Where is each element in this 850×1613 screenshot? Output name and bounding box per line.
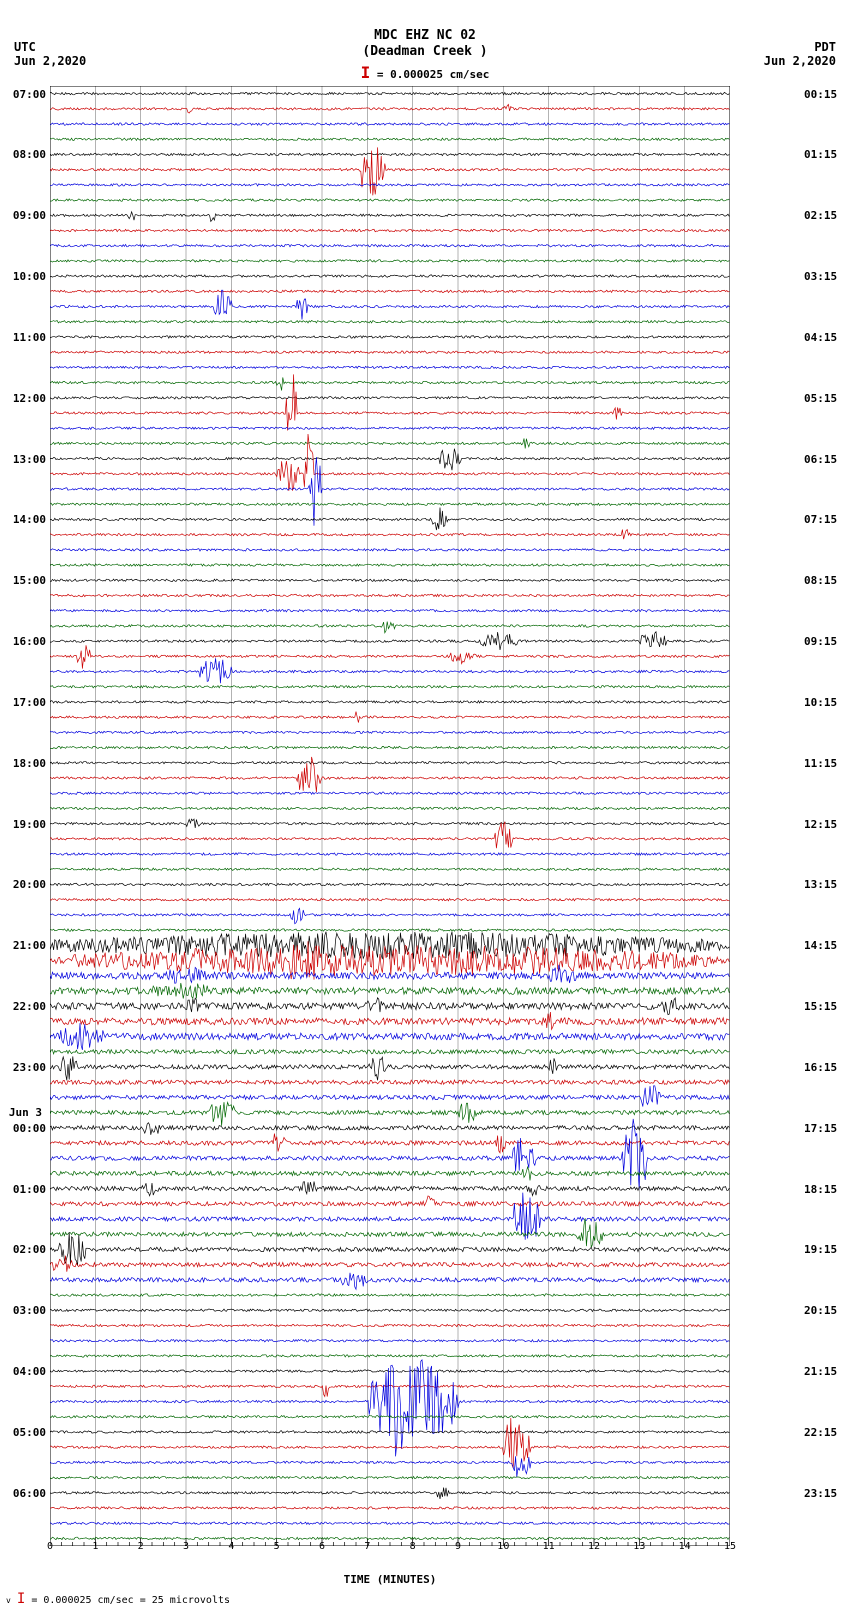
utc-date: Jun 2,2020 <box>14 54 86 68</box>
utc-hour-label: 02:00 <box>13 1243 46 1256</box>
pdt-hour-label: 10:15 <box>804 696 837 709</box>
pdt-hour-label: 11:15 <box>804 757 837 770</box>
pdt-date: Jun 2,2020 <box>764 54 836 68</box>
top-left-label: UTC Jun 2,2020 <box>14 40 86 68</box>
utc-hour-label: 17:00 <box>13 696 46 709</box>
x-tick: 11 <box>543 1541 555 1552</box>
footer-note: v I = 0.000025 cm/sec = 25 microvolts <box>6 1591 230 1607</box>
pdt-hour-label: 06:15 <box>804 453 837 466</box>
pdt-hour-label: 16:15 <box>804 1061 837 1074</box>
utc-hour-label: 07:00 <box>13 88 46 101</box>
x-tick: 9 <box>455 1541 461 1552</box>
x-tick: 14 <box>679 1541 691 1552</box>
scale-indicator: I = 0.000025 cm/sec <box>0 63 850 82</box>
station-id: MDC EHZ NC 02 <box>0 28 850 44</box>
x-axis-title: TIME (MINUTES) <box>50 1573 730 1586</box>
utc-hour-label: 03:00 <box>13 1304 46 1317</box>
x-tick: 10 <box>497 1541 509 1552</box>
pdt-hour-label: 20:15 <box>804 1304 837 1317</box>
x-tick-labels: 0123456789101112131415 <box>50 1541 730 1555</box>
pdt-hour-label: 17:15 <box>804 1122 837 1135</box>
pdt-hour-label: 21:15 <box>804 1365 837 1378</box>
pdt-hour-label: 01:15 <box>804 148 837 161</box>
x-tick: 15 <box>724 1541 736 1552</box>
utc-hour-label: 18:00 <box>13 757 46 770</box>
x-axis: 0123456789101112131415 TIME (MINUTES) <box>50 1541 730 1571</box>
utc-hour-label: 00:00 <box>13 1122 46 1135</box>
pdt-hour-label: 18:15 <box>804 1183 837 1196</box>
utc-hour-label: 22:00 <box>13 1000 46 1013</box>
utc-hour-label: 08:00 <box>13 148 46 161</box>
utc-hour-label: 13:00 <box>13 453 46 466</box>
pdt-hour-label: 08:15 <box>804 574 837 587</box>
utc-hour-label: 23:00 <box>13 1061 46 1074</box>
pdt-hour-label: 23:15 <box>804 1487 837 1500</box>
utc-hour-label: 20:00 <box>13 878 46 891</box>
pdt-hour-label: 03:15 <box>804 270 837 283</box>
x-tick: 8 <box>410 1541 416 1552</box>
pdt-hour-label: 14:15 <box>804 939 837 952</box>
x-tick: 5 <box>274 1541 280 1552</box>
pdt-hour-label: 13:15 <box>804 878 837 891</box>
pdt-hour-label: 22:15 <box>804 1426 837 1439</box>
utc-hour-label: 10:00 <box>13 270 46 283</box>
pdt-hour-label: 12:15 <box>804 818 837 831</box>
top-right-label: PDT Jun 2,2020 <box>764 40 836 68</box>
pdt-hour-label: 09:15 <box>804 635 837 648</box>
x-tick: 3 <box>183 1541 189 1552</box>
utc-hour-label: 16:00 <box>13 635 46 648</box>
pdt-hour-label: 15:15 <box>804 1000 837 1013</box>
utc-hour-label: 06:00 <box>13 1487 46 1500</box>
x-tick: 4 <box>228 1541 234 1552</box>
pdt-hour-label: 00:15 <box>804 88 837 101</box>
utc-hour-label: 05:00 <box>13 1426 46 1439</box>
seismogram-svg <box>50 86 730 1546</box>
seismogram-container: UTC Jun 2,2020 PDT Jun 2,2020 MDC EHZ NC… <box>0 0 850 1613</box>
pdt-hour-label: 05:15 <box>804 392 837 405</box>
utc-hour-label: 15:00 <box>13 574 46 587</box>
station-location: (Deadman Creek ) <box>0 44 850 60</box>
date-marker: Jun 3 <box>9 1106 42 1119</box>
pdt-hour-label: 04:15 <box>804 331 837 344</box>
pdt-hour-label: 19:15 <box>804 1243 837 1256</box>
x-tick: 1 <box>92 1541 98 1552</box>
x-tick: 6 <box>319 1541 325 1552</box>
x-tick: 12 <box>588 1541 600 1552</box>
seismogram-plot <box>50 86 730 1546</box>
x-tick: 7 <box>364 1541 370 1552</box>
pdt-hour-label: 02:15 <box>804 209 837 222</box>
pdt-tz: PDT <box>764 40 836 54</box>
utc-hour-label: 14:00 <box>13 513 46 526</box>
utc-tz: UTC <box>14 40 86 54</box>
utc-hour-label: 09:00 <box>13 209 46 222</box>
utc-hour-label: 12:00 <box>13 392 46 405</box>
utc-hour-label: 04:00 <box>13 1365 46 1378</box>
utc-hour-label: 21:00 <box>13 939 46 952</box>
utc-hour-label: 11:00 <box>13 331 46 344</box>
x-tick: 13 <box>633 1541 645 1552</box>
utc-hour-label: 19:00 <box>13 818 46 831</box>
header: MDC EHZ NC 02 (Deadman Creek ) I = 0.000… <box>0 0 850 82</box>
x-tick: 2 <box>138 1541 144 1552</box>
x-tick: 0 <box>47 1541 53 1552</box>
utc-hour-label: 01:00 <box>13 1183 46 1196</box>
pdt-hour-label: 07:15 <box>804 513 837 526</box>
